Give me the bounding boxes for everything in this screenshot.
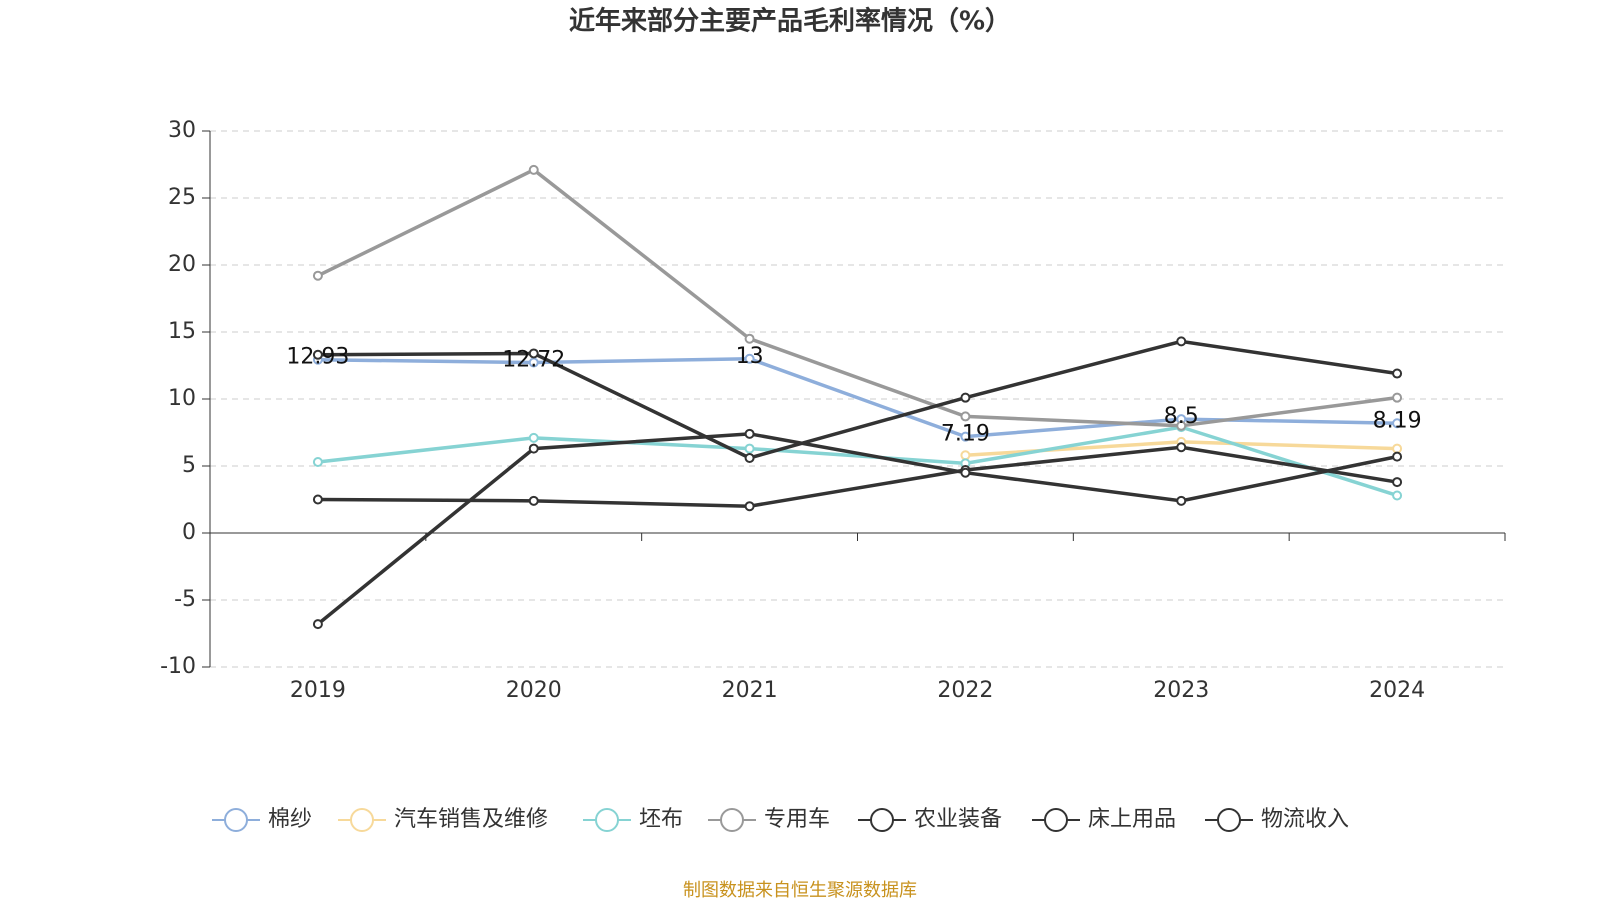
data-point	[312, 619, 323, 630]
data-point	[312, 270, 323, 281]
series-line	[317, 445, 1398, 508]
data-point	[1392, 490, 1403, 501]
y-tick-label: 15	[168, 319, 196, 344]
data-label: 12.93	[286, 345, 349, 370]
data-label: 8.19	[1373, 408, 1422, 433]
legend-item: 床上用品	[1032, 807, 1176, 832]
data-label: 12.72	[502, 348, 565, 373]
legend-item: 物流收入	[1205, 807, 1349, 832]
data-point	[528, 357, 539, 368]
data-point	[1392, 477, 1403, 488]
data-point	[312, 494, 323, 505]
data-point	[528, 495, 539, 506]
data-point	[744, 443, 755, 454]
source-note: 制图数据来自恒生聚源数据库	[683, 880, 917, 900]
data-point	[1176, 336, 1187, 347]
data-point	[1392, 418, 1403, 429]
legend-symbol	[1044, 808, 1068, 832]
x-tick-label: 2020	[506, 678, 562, 703]
data-point	[528, 348, 539, 359]
series-line	[316, 432, 1398, 626]
data-point	[528, 432, 539, 443]
legend-symbol	[595, 808, 619, 832]
y-tick-label: 20	[168, 252, 196, 277]
data-point	[960, 450, 971, 461]
series-line	[317, 357, 1398, 439]
data-label: 13	[736, 344, 764, 369]
data-point	[528, 443, 539, 454]
data-point	[960, 467, 971, 478]
x-tick-label: 2024	[1369, 678, 1425, 703]
series-line	[317, 339, 1398, 460]
legend-label: 专用车	[764, 807, 830, 832]
data-point	[1176, 442, 1187, 453]
x-tick-label: 2023	[1153, 678, 1209, 703]
y-tick-label: 25	[168, 185, 196, 210]
legend-symbol	[870, 808, 894, 832]
legend-item: 专用车	[708, 807, 830, 832]
x-tick-label: 2022	[937, 678, 993, 703]
legend-symbol	[720, 808, 744, 832]
y-tick-label: -10	[160, 654, 196, 679]
data-point	[960, 411, 971, 422]
legend-label: 物流收入	[1261, 807, 1349, 832]
data-point	[744, 428, 755, 439]
x-tick-label: 2019	[290, 678, 346, 703]
data-point	[1392, 451, 1403, 462]
legend-label: 汽车销售及维修	[394, 807, 548, 832]
data-point	[1392, 368, 1403, 379]
data-point	[1176, 420, 1187, 431]
data-label: 8.5	[1164, 404, 1199, 429]
y-tick-label: 10	[168, 386, 196, 411]
data-point	[744, 353, 755, 364]
legend-symbol	[350, 808, 374, 832]
data-point	[744, 501, 755, 512]
data-point	[312, 349, 323, 360]
x-tick-label: 2021	[722, 678, 778, 703]
series-line	[317, 167, 1398, 428]
chart-title: 近年来部分主要产品毛利率情况（%）	[569, 6, 1011, 37]
data-point	[960, 431, 971, 442]
legend-item: 坯布	[583, 807, 683, 832]
data-point	[1392, 392, 1403, 403]
data-point	[744, 333, 755, 344]
data-point	[960, 392, 971, 403]
y-tick-label: 30	[168, 118, 196, 143]
data-point	[528, 164, 539, 175]
legend-item: 棉纱	[212, 807, 312, 832]
y-tick-label: -5	[174, 587, 196, 612]
legend-symbol	[224, 808, 248, 832]
legend-item: 农业装备	[858, 807, 1002, 832]
legend-label: 棉纱	[268, 807, 312, 832]
series-line	[317, 425, 1398, 498]
data-point	[1392, 443, 1403, 454]
y-tick-label: 5	[182, 453, 196, 478]
data-point	[744, 452, 755, 463]
legend-label: 床上用品	[1088, 807, 1176, 832]
legend-symbol	[1217, 808, 1241, 832]
y-tick-label: 0	[182, 520, 196, 545]
legend-label: 农业装备	[914, 807, 1002, 832]
data-point	[1176, 495, 1187, 506]
data-point	[312, 456, 323, 467]
legend-label: 坯布	[639, 807, 683, 832]
data-label: 7.19	[941, 422, 990, 447]
legend-item: 汽车销售及维修	[338, 807, 548, 832]
